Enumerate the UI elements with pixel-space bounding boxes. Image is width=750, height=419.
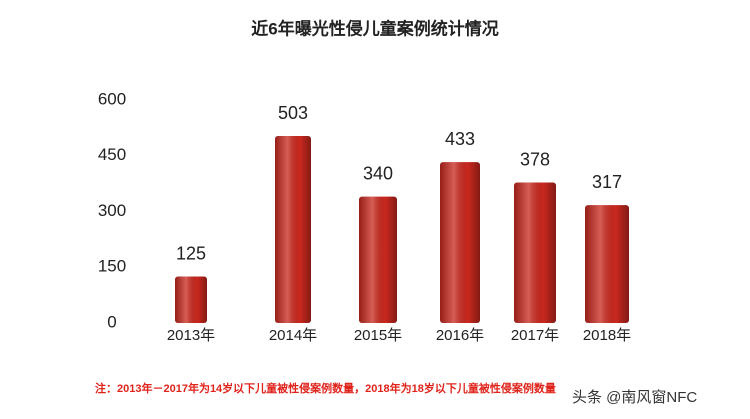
x-tick-label: 2016年: [436, 327, 484, 344]
bar-shine: [585, 205, 629, 323]
y-tick-label: 150: [98, 257, 126, 276]
value-label: 378: [520, 149, 550, 169]
x-tick-label: 2013年: [167, 327, 215, 344]
value-label: 340: [363, 163, 393, 183]
footnote: 注：2013年－2017年为14岁以下儿童被性侵案例数量，2018年为18岁以下…: [95, 381, 556, 395]
chart-title: 近6年曝光性侵儿童案例统计情况: [251, 18, 498, 38]
y-tick-label: 0: [107, 312, 116, 331]
bar-shine: [514, 182, 556, 323]
bar-shine: [175, 276, 207, 323]
value-label: 317: [592, 172, 622, 192]
x-tick-label: 2018年: [583, 327, 631, 344]
value-label: 125: [176, 243, 206, 263]
x-tick-label: 2015年: [354, 327, 402, 344]
bar-shine: [359, 196, 397, 323]
y-tick-label: 600: [98, 89, 126, 108]
value-label: 433: [445, 129, 475, 149]
x-tick-label: 2017年: [511, 327, 559, 344]
y-tick-label: 300: [98, 201, 126, 220]
y-tick-label: 450: [98, 145, 126, 164]
x-tick-label: 2014年: [269, 327, 317, 344]
value-label: 503: [278, 103, 308, 123]
watermark: 头条 @南风窗NFC: [572, 388, 697, 406]
bar-shine: [275, 136, 311, 323]
bar-shine: [440, 162, 480, 323]
